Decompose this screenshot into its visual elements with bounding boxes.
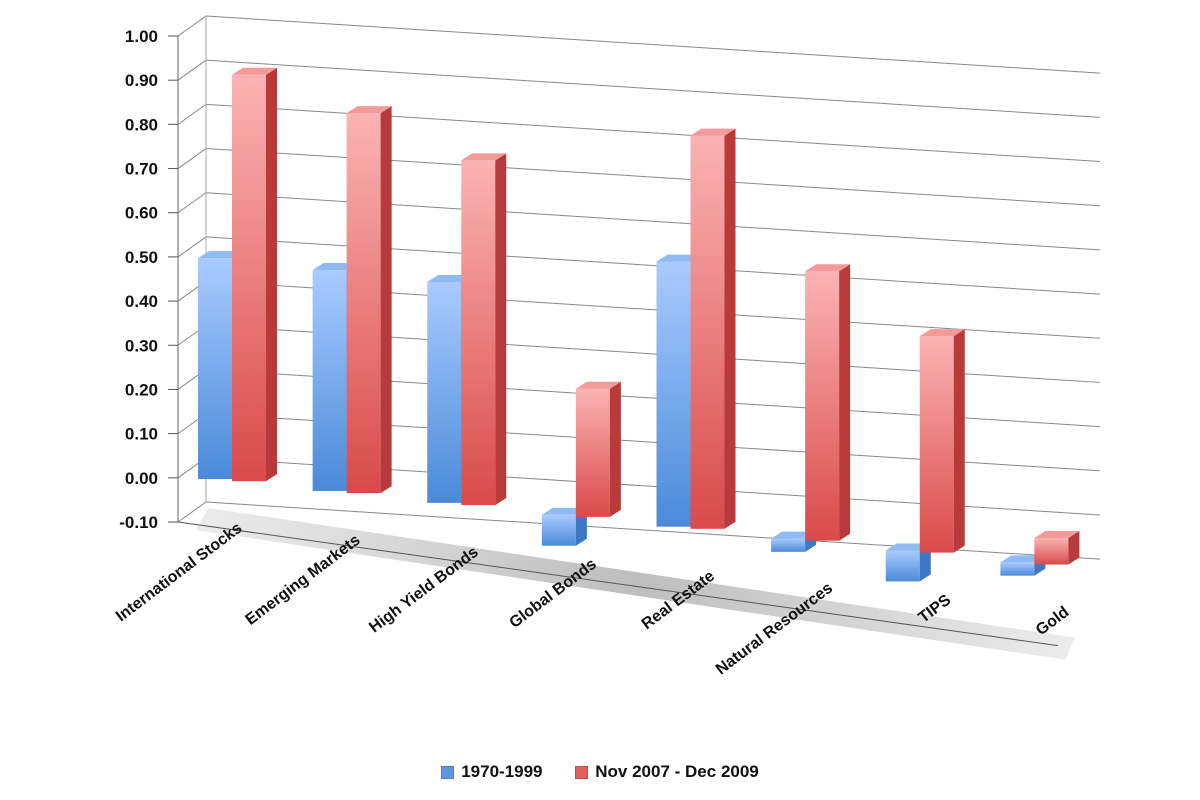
legend: 1970-1999 Nov 2007 - Dec 2009 [0,762,1200,784]
x-category-label: Gold [1033,604,1072,640]
bar-face [198,258,232,480]
legend-swatch-red [575,765,589,779]
bar-side [609,381,621,517]
bar-top [427,274,473,282]
bar-face [805,271,840,541]
bar-top [198,251,243,259]
bar-face [919,336,954,553]
bar-side [919,543,931,582]
y-tick-label: 0.80 [125,115,158,134]
bar-side [724,128,736,529]
bar-top [1034,531,1080,539]
legend-label-2007-2009: Nov 2007 - Dec 2009 [595,762,759,781]
y-tick-label: 0.70 [125,160,158,179]
bar-face [461,160,496,505]
x-category-label: International Stocks [113,520,245,626]
bar-top [312,263,358,271]
y-tick-label: 0.40 [125,292,158,311]
gridline [205,148,1101,207]
bar-top [690,128,736,136]
bar-red-0 [232,67,277,482]
bar-face [346,113,381,494]
bar-top [1000,555,1046,563]
bar-face [541,514,576,546]
y-tick-label: 0.20 [125,380,158,399]
bar-top [346,106,392,114]
x-axis-line [177,521,1059,647]
bar-top [575,381,621,389]
legend-label-1970-1999: 1970-1999 [461,762,543,781]
y-tick-label: 0.00 [125,469,158,488]
bar-face [885,550,920,582]
gridline-side [177,192,207,214]
bar-top [805,264,851,272]
y-tick-label: 0.30 [125,336,158,355]
bar-red-7 [1034,531,1080,565]
bar-red-3 [575,381,621,517]
bar-face [232,74,266,482]
gridline [205,59,1101,118]
bar-face [1000,562,1035,576]
gridline-side [177,103,207,125]
bar-top [885,543,931,551]
bar-face [656,261,691,527]
gridline [205,103,1101,163]
y-tick-label: 0.90 [125,71,158,90]
bar-side [953,329,965,553]
y-tick-label: 1.00 [125,27,158,46]
bar-top [232,67,277,75]
y-tick-label: -0.10 [119,513,158,532]
gridline-side [177,501,207,523]
bar-red-4 [690,128,736,529]
bar-face [690,135,725,529]
bar-red-1 [346,106,392,494]
y-tick-label: 0.50 [125,248,158,267]
bar-side [266,67,277,482]
bar-face [575,388,610,517]
bar-side [839,264,851,541]
bar-face [427,281,462,503]
bar-side [575,507,587,546]
gridline-side [177,148,207,169]
y-tick-label: 0.60 [125,204,158,223]
y-axis: 1.00 0.90 0.80 0.70 0.60 0.50 0.40 0.30 0.20 0.10… [119,16,207,532]
bar-red-6 [919,329,965,553]
bar-top [771,531,817,539]
legend-item-2007-2009: Nov 2007 - Dec 2009 [575,762,759,782]
bar-top [656,254,702,262]
legend-swatch-blue [441,765,455,779]
y-tick-label: 0.10 [125,425,158,444]
bar-blue-3 [541,507,587,546]
gridline [205,15,1101,74]
bar-top [461,153,507,161]
bar-face [771,538,806,552]
gridline [205,192,1101,251]
bar-red-5 [805,264,851,541]
gridline-side [177,236,207,258]
bar-side [1068,531,1080,565]
gridline-side [177,15,207,37]
floor-band [196,508,1075,660]
chart-floor [177,508,1075,660]
bar-side [380,106,392,494]
bar-face [312,270,347,491]
gridline-side [177,59,207,81]
bar-top [919,329,965,337]
bar-face [1034,538,1069,565]
bar-red-2 [461,153,507,505]
bar-blue-6 [885,543,931,582]
legend-item-1970-1999: 1970-1999 [441,762,543,782]
bars [198,67,1080,582]
bar-top [541,507,587,515]
bar-side [495,153,507,505]
x-category-label: Emerging Markets [243,532,364,629]
